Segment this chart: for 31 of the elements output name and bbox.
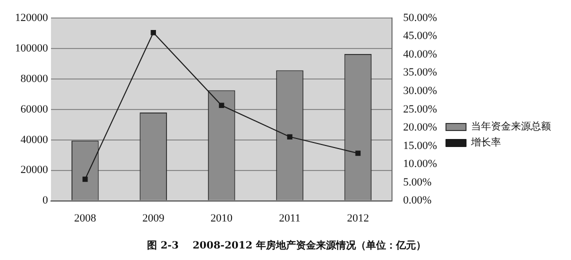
y-tick-label: 40000	[20, 134, 48, 146]
y2-tick-label: 45.00%	[403, 30, 438, 42]
x-tick-label: 2008	[74, 212, 97, 224]
point	[150, 30, 156, 36]
y2-tick-label: 35.00%	[403, 66, 438, 79]
legend-label: 当年资金来源总额	[471, 120, 551, 133]
y2-tick-label: 5.00%	[403, 176, 432, 188]
y2-tick-label: 20.00%	[403, 122, 438, 134]
point	[82, 176, 88, 182]
point	[287, 134, 292, 140]
y-tick-label: 20000	[20, 164, 48, 176]
y-tick-label: 120000	[15, 12, 48, 24]
y2-tick-label: 40.00%	[403, 48, 438, 60]
y-tick-label: 100000	[15, 42, 48, 54]
x-tick-label: 2011	[278, 212, 301, 224]
text: 图 2-3 2008-2012 年房地产资金来源情况（单位：亿元）	[147, 240, 426, 252]
point	[355, 150, 361, 156]
y-tick-label: 60000	[20, 103, 48, 116]
y2-tick-label: 10.00%	[403, 158, 438, 170]
y2-tick-label: 50.00%	[403, 12, 438, 24]
y-tick-label: 80000	[20, 72, 48, 85]
legend-label: 增长率	[470, 136, 501, 149]
y2-tick-label: 15.00%	[403, 140, 438, 152]
point	[218, 102, 224, 108]
y2-tick-label: 30.00%	[403, 85, 438, 98]
x-tick-label: 2012	[346, 212, 369, 224]
y2-tick-label: 25.00%	[403, 103, 438, 116]
x-tick-label: 2009	[142, 212, 165, 224]
y2-tick-label: 0.00%	[403, 194, 432, 207]
y-tick-label: 0	[42, 194, 48, 207]
x-tick-label: 2010	[210, 212, 234, 224]
